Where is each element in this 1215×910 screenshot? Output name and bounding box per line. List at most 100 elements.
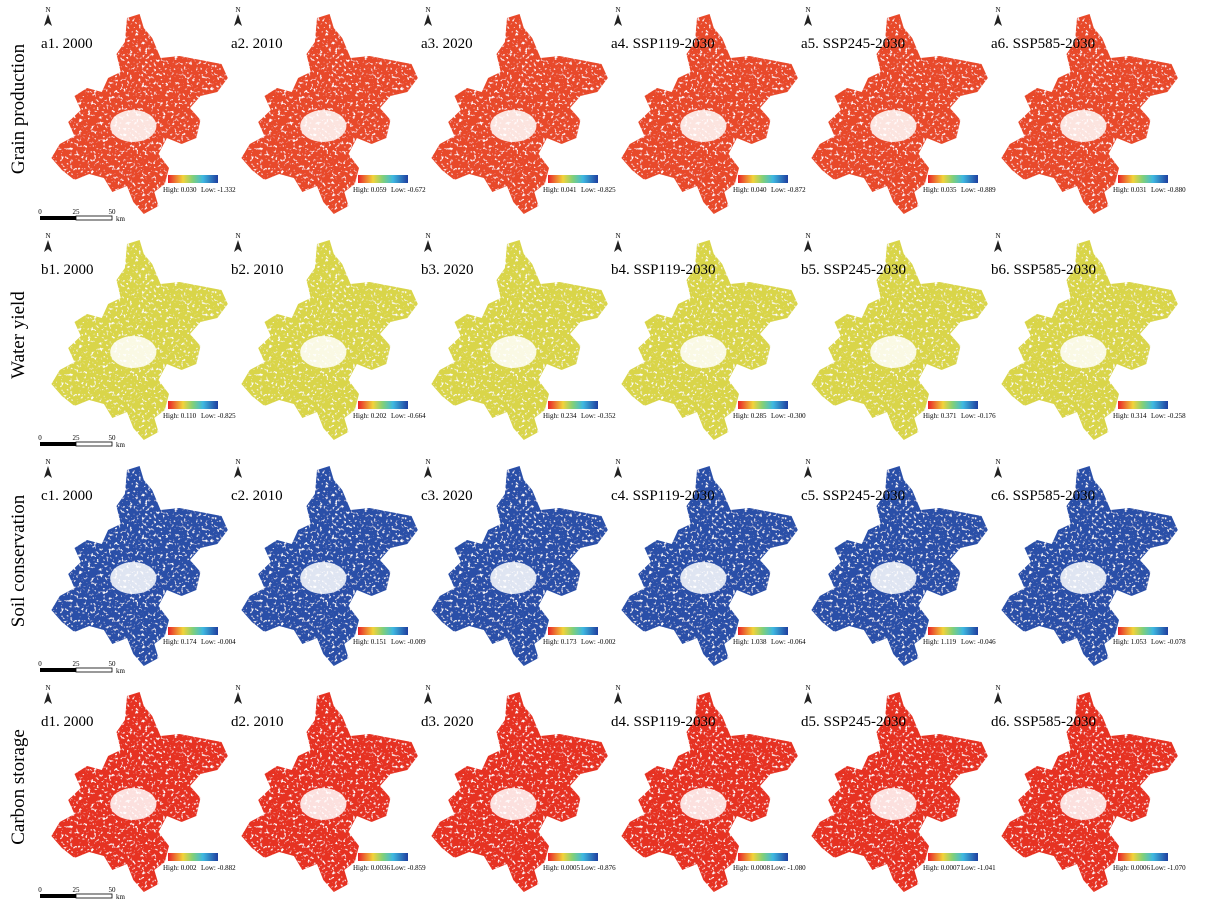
legend-high: High: 0.174 — [163, 638, 197, 646]
north-arrow — [424, 240, 432, 252]
urban-core — [490, 788, 537, 820]
map-panel: Nd5. SSP245-2030 High: 0.0007 Low: -1.041 — [801, 684, 996, 892]
north-label: N — [235, 6, 240, 14]
legend-low: Low: -0.825 — [201, 412, 236, 420]
scale-black — [40, 668, 76, 672]
legend-ramp — [1118, 175, 1168, 183]
north-label: N — [615, 458, 620, 466]
legend-high: High: 1.053 — [1113, 638, 1147, 646]
north-label: N — [615, 232, 620, 240]
legend-high: High: 0.041 — [543, 186, 577, 194]
north-arrow — [994, 466, 1002, 478]
scale-white — [75, 215, 113, 221]
legend-ramp — [1118, 853, 1168, 861]
map — [621, 692, 798, 892]
north-label: N — [425, 684, 430, 692]
panel-title: c1. 2000 — [41, 488, 93, 504]
north-arrow — [614, 692, 622, 704]
map — [811, 466, 988, 666]
urban-core — [870, 788, 917, 820]
legend-ramp — [358, 175, 408, 183]
scale-black — [40, 216, 76, 220]
urban-core — [870, 562, 917, 594]
legend-ramp — [548, 627, 598, 635]
map-panel: Nb5. SSP245-2030 High: 0.371 Low: -0.176 — [801, 232, 996, 440]
legend-high: High: 0.151 — [353, 638, 387, 646]
map-panel: Nc5. SSP245-2030 High: 1.119 Low: -0.046 — [801, 458, 996, 666]
urban-core — [870, 110, 917, 142]
urban-core — [490, 336, 537, 368]
legend-low: Low: -0.664 — [391, 412, 426, 420]
north-label: N — [615, 684, 620, 692]
map-panel: Nc4. SSP119-2030 High: 1.038 Low: -0.064 — [611, 458, 806, 666]
map — [51, 692, 228, 892]
panel-title: c5. SSP245-2030 — [801, 488, 905, 504]
north-arrow — [44, 14, 52, 26]
map — [1001, 692, 1178, 892]
north-arrow — [804, 240, 812, 252]
legend-low: Low: -1.070 — [1151, 864, 1186, 872]
panel-title: b1. 2000 — [41, 262, 94, 278]
north-label: N — [615, 6, 620, 14]
urban-core — [110, 110, 157, 142]
legend-low: Low: -0.064 — [771, 638, 806, 646]
scale-tick: 25 — [73, 208, 81, 216]
urban-core — [300, 336, 347, 368]
panel-title: b5. SSP245-2030 — [801, 262, 906, 278]
north-arrow — [614, 240, 622, 252]
legend-high: High: 1.119 — [923, 638, 957, 646]
scale-black — [40, 442, 76, 446]
map — [811, 240, 988, 440]
legend-ramp — [168, 175, 218, 183]
urban-core — [300, 562, 347, 594]
panel-title: a5. SSP245-2030 — [801, 36, 905, 52]
map-panel: Nc1. 2000 High: 0.174 Low: -0.004 — [41, 458, 236, 666]
north-arrow — [44, 692, 52, 704]
map — [241, 466, 418, 666]
legend-high: High: 0.0008 — [733, 864, 770, 872]
urban-core — [110, 336, 157, 368]
legend-ramp — [738, 627, 788, 635]
legend-high: High: 1.038 — [733, 638, 767, 646]
map — [241, 692, 418, 892]
urban-core — [870, 336, 917, 368]
map-panel: Na2. 2010 High: 0.059 Low: -0.672 — [231, 6, 426, 214]
legend-ramp — [738, 401, 788, 409]
north-label: N — [425, 232, 430, 240]
north-label: N — [995, 232, 1000, 240]
map — [621, 240, 798, 440]
north-label: N — [425, 458, 430, 466]
map-panel: Nd3. 2020 High: 0.0005 Low: -0.876 — [421, 684, 616, 892]
panel-title: c3. 2020 — [421, 488, 473, 504]
legend-ramp — [548, 853, 598, 861]
scale-tick: 0 — [38, 434, 42, 442]
legend-high: High: 0.030 — [163, 186, 197, 194]
scale-tick: 25 — [73, 886, 81, 894]
legend-ramp — [168, 627, 218, 635]
urban-core — [680, 562, 727, 594]
panel-title: d2. 2010 — [231, 714, 284, 730]
map-panel: Nb3. 2020 High: 0.234 Low: -0.352 — [421, 232, 616, 440]
map-panel: Nd1. 2000 High: 0.002 Low: -0.882 — [41, 684, 236, 892]
north-arrow — [234, 14, 242, 26]
map-panel: Nb6. SSP585-2030 High: 0.314 Low: -0.258 — [991, 232, 1186, 440]
map — [621, 14, 798, 214]
legend-ramp — [928, 853, 978, 861]
urban-core — [680, 788, 727, 820]
legend-low: Low: -0.176 — [961, 412, 996, 420]
north-arrow — [424, 692, 432, 704]
legend-high: High: 0.110 — [163, 412, 197, 420]
urban-core — [680, 336, 727, 368]
map — [51, 14, 228, 214]
map — [51, 466, 228, 666]
legend-high: High: 0.314 — [1113, 412, 1147, 420]
legend-ramp — [358, 627, 408, 635]
legend-ramp — [358, 401, 408, 409]
scale-tick: 0 — [38, 886, 42, 894]
map — [811, 692, 988, 892]
map-panel: Na3. 2020 High: 0.041 Low: -0.825 — [421, 6, 616, 214]
north-arrow — [804, 466, 812, 478]
north-arrow — [614, 466, 622, 478]
